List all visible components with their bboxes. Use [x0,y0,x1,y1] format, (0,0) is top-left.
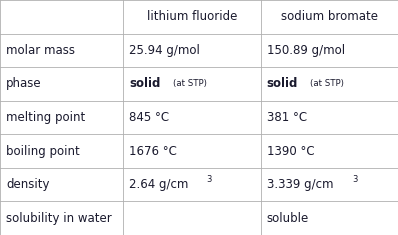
Text: solid: solid [129,77,161,90]
Text: 25.94 g/mol: 25.94 g/mol [129,44,200,57]
Text: melting point: melting point [6,111,85,124]
Text: 2.64 g/cm: 2.64 g/cm [129,178,189,191]
Text: 3.339 g/cm: 3.339 g/cm [267,178,333,191]
Text: boiling point: boiling point [6,145,80,158]
Text: 845 °C: 845 °C [129,111,170,124]
Text: phase: phase [6,77,42,90]
Text: 1390 °C: 1390 °C [267,145,314,158]
Text: sodium bromate: sodium bromate [281,10,378,23]
Text: solubility in water: solubility in water [6,212,112,225]
Text: (at STP): (at STP) [310,79,344,88]
Text: solid: solid [267,77,298,90]
Text: density: density [6,178,49,191]
Text: 1676 °C: 1676 °C [129,145,177,158]
Text: 3: 3 [353,175,358,184]
Text: 381 °C: 381 °C [267,111,307,124]
Text: 3: 3 [206,175,211,184]
Text: lithium fluoride: lithium fluoride [147,10,237,23]
Text: molar mass: molar mass [6,44,75,57]
Text: 150.89 g/mol: 150.89 g/mol [267,44,345,57]
Text: (at STP): (at STP) [173,79,207,88]
Text: soluble: soluble [267,212,309,225]
